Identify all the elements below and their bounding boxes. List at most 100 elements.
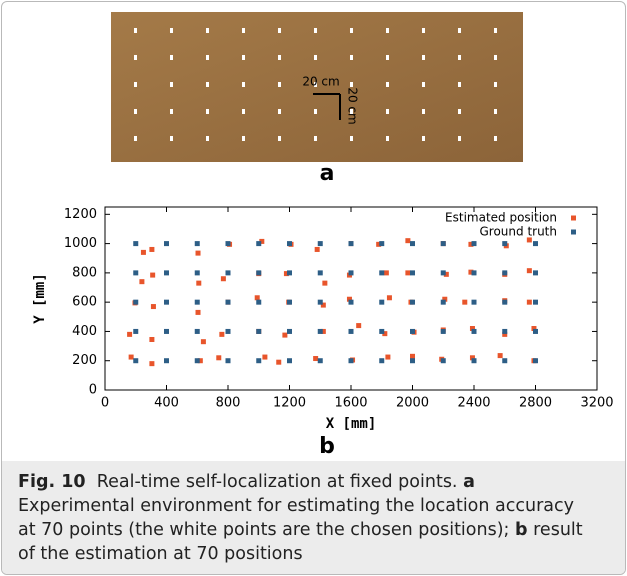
caption-title: Real-time self-localization at fixed poi… bbox=[96, 472, 458, 492]
point bbox=[164, 358, 169, 364]
y-tick-label: 0 bbox=[89, 383, 97, 398]
point bbox=[410, 270, 415, 276]
legend-label: Estimated position bbox=[445, 211, 557, 225]
x-tick-label: 1600 bbox=[334, 396, 367, 411]
point bbox=[133, 241, 139, 247]
point bbox=[194, 358, 200, 364]
point bbox=[287, 358, 292, 364]
point bbox=[468, 241, 474, 247]
x-tick-label: 1200 bbox=[273, 396, 306, 411]
photo: 20 cm 20 cm bbox=[111, 12, 523, 162]
point bbox=[287, 328, 292, 334]
y-tick-label: 1000 bbox=[64, 236, 97, 251]
point bbox=[379, 241, 385, 247]
point bbox=[386, 295, 392, 301]
y-axis-label: Y [mm] bbox=[32, 273, 48, 324]
point bbox=[405, 270, 411, 276]
point bbox=[440, 241, 446, 247]
point bbox=[379, 270, 385, 276]
point bbox=[379, 358, 385, 364]
point bbox=[502, 331, 508, 337]
point bbox=[348, 328, 354, 334]
point bbox=[200, 339, 206, 345]
point bbox=[471, 241, 477, 247]
point bbox=[348, 299, 354, 305]
x-axis-label: X [mm] bbox=[326, 416, 377, 432]
y-tick-label: 600 bbox=[72, 295, 97, 310]
point bbox=[317, 328, 323, 334]
point bbox=[194, 241, 200, 247]
caption-text: Fig. 10 Real-time self-localization at f… bbox=[2, 461, 625, 566]
point bbox=[133, 270, 139, 276]
legend-swatch bbox=[571, 215, 576, 221]
point bbox=[410, 241, 415, 247]
x-tick-label: 2800 bbox=[519, 396, 552, 411]
point bbox=[220, 276, 226, 282]
point bbox=[256, 299, 262, 305]
y-tick-label: 400 bbox=[72, 324, 97, 339]
point bbox=[133, 328, 139, 334]
point bbox=[379, 299, 385, 305]
point bbox=[225, 358, 231, 364]
point bbox=[471, 328, 477, 334]
point bbox=[356, 323, 362, 329]
point bbox=[149, 336, 155, 342]
chart: 0 400 800 1200 1600 2000 2400 2800 3200 0 200 400 60… bbox=[32, 206, 614, 432]
point bbox=[502, 241, 508, 247]
point bbox=[195, 250, 201, 256]
point bbox=[410, 328, 415, 334]
point bbox=[194, 270, 200, 276]
point bbox=[410, 358, 415, 364]
legend-swatch bbox=[571, 229, 576, 235]
point bbox=[440, 328, 446, 334]
point bbox=[531, 326, 537, 332]
point bbox=[195, 309, 201, 315]
y-tick-label: 800 bbox=[72, 265, 97, 280]
point bbox=[287, 270, 292, 276]
point bbox=[469, 355, 475, 361]
x-tick-label: 800 bbox=[216, 396, 241, 411]
point bbox=[348, 358, 354, 364]
point bbox=[348, 270, 354, 276]
point bbox=[140, 249, 146, 255]
point bbox=[283, 271, 289, 277]
point bbox=[502, 270, 508, 276]
point bbox=[471, 358, 477, 364]
point bbox=[256, 328, 262, 334]
point bbox=[533, 241, 538, 247]
x-tick-label: 0 bbox=[101, 396, 109, 411]
point bbox=[139, 279, 145, 285]
point bbox=[533, 358, 538, 364]
caption-part-label: a bbox=[463, 472, 475, 492]
point bbox=[282, 332, 288, 338]
point bbox=[164, 299, 169, 305]
point bbox=[346, 296, 352, 302]
point bbox=[317, 270, 323, 276]
point bbox=[443, 271, 449, 277]
point bbox=[320, 328, 326, 334]
point bbox=[502, 299, 508, 305]
point bbox=[376, 241, 382, 247]
point bbox=[196, 280, 202, 286]
point bbox=[219, 331, 225, 337]
point bbox=[440, 358, 446, 364]
point bbox=[526, 299, 532, 305]
point bbox=[164, 270, 169, 276]
point bbox=[317, 299, 323, 305]
point bbox=[276, 359, 282, 365]
point bbox=[502, 328, 508, 334]
point bbox=[383, 270, 389, 276]
x-tick-label: 400 bbox=[154, 396, 179, 411]
point bbox=[164, 241, 169, 247]
point bbox=[440, 270, 446, 276]
point bbox=[502, 358, 508, 364]
point bbox=[440, 299, 446, 305]
point bbox=[497, 353, 503, 359]
x-tick-label: 2400 bbox=[457, 396, 490, 411]
point bbox=[533, 328, 538, 334]
point bbox=[468, 269, 474, 275]
point bbox=[256, 241, 262, 247]
point bbox=[317, 358, 323, 364]
point bbox=[471, 270, 477, 276]
